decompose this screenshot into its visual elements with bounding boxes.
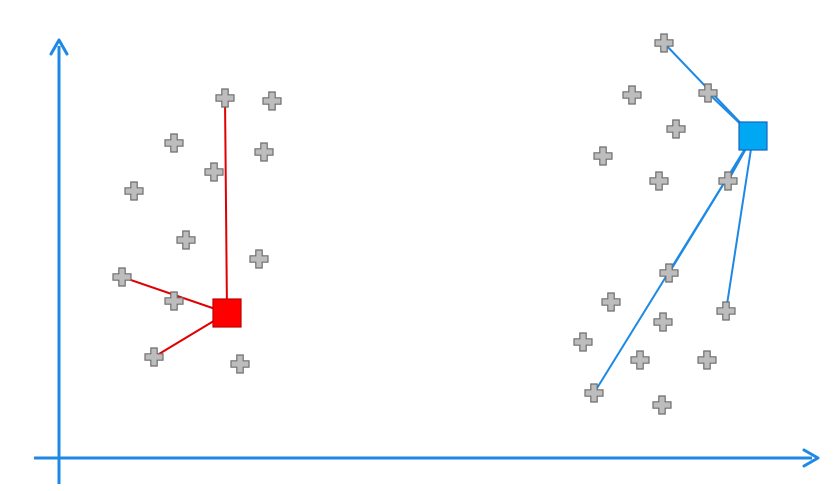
blue-cluster-point <box>652 395 672 415</box>
red-cluster-point <box>262 91 282 111</box>
red-cluster-point <box>164 291 184 311</box>
blue-cluster-point <box>584 383 604 403</box>
blue-centroid-square-icon <box>738 121 768 151</box>
blue-cluster-point <box>593 146 613 166</box>
red-cluster-point <box>249 249 269 269</box>
blue-cluster-point <box>697 350 717 370</box>
red-cluster-point <box>254 142 274 162</box>
blue-cluster-point <box>666 119 686 139</box>
blue-cluster-point <box>649 171 669 191</box>
blue-cluster-point <box>654 33 674 53</box>
blue-cluster-point <box>718 171 738 191</box>
blue-cluster-link <box>725 135 754 312</box>
red-cluster-link <box>224 97 228 314</box>
blue-cluster-point <box>659 263 679 283</box>
blue-cluster-point <box>601 292 621 312</box>
axes <box>34 38 820 484</box>
blue-cluster-point <box>573 332 593 352</box>
data-points <box>112 33 738 415</box>
centroids <box>212 121 768 328</box>
red-cluster-point <box>112 267 132 287</box>
red-cluster-point <box>164 133 184 153</box>
blue-cluster-point <box>622 85 642 105</box>
red-cluster-point <box>144 347 164 367</box>
blue-cluster-point <box>716 301 736 321</box>
red-cluster-point <box>215 88 235 108</box>
blue-cluster-point <box>698 83 718 103</box>
blue-cluster-point <box>630 350 650 370</box>
y-axis-arrowhead-icon <box>49 38 69 56</box>
x-axis-arrowhead-icon <box>802 448 820 468</box>
red-cluster-point <box>176 230 196 250</box>
red-centroid-square-icon <box>212 298 242 328</box>
red-cluster-point <box>204 162 224 182</box>
red-cluster-point <box>230 354 250 374</box>
red-cluster-point <box>124 181 144 201</box>
blue-cluster-point <box>653 312 673 332</box>
